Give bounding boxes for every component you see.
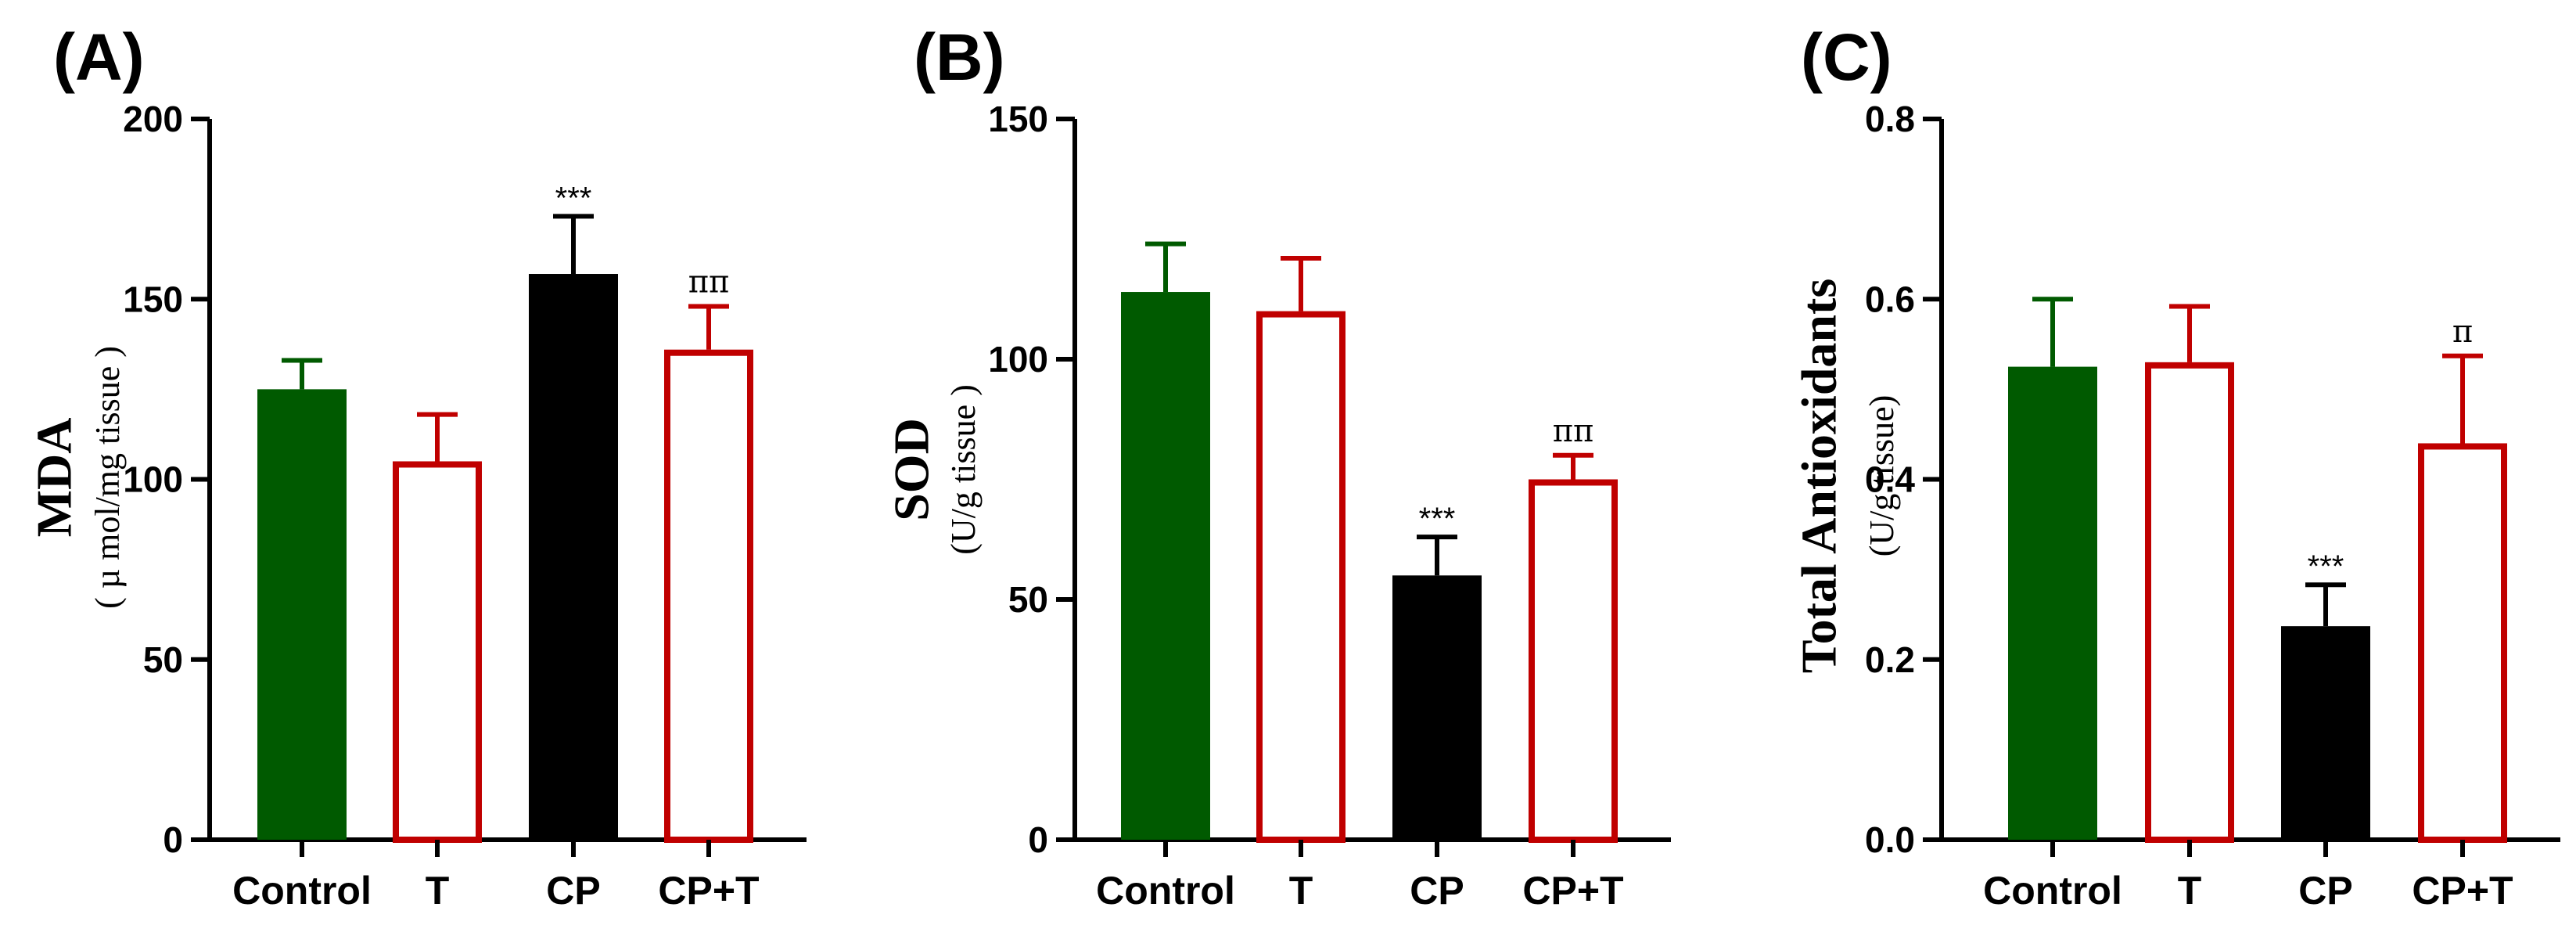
bar (2008, 366, 2097, 840)
y-tick-label: 50 (143, 639, 183, 680)
x-tick-label: CP (546, 869, 600, 913)
x-tick-label: T (2178, 869, 2202, 913)
y-axis-title: Total Antioxidants (1791, 279, 1847, 673)
y-tick-label: 0.0 (1865, 819, 1915, 860)
significance-label: *** (555, 181, 592, 215)
x-tick-label: CP (1410, 869, 1464, 913)
chart-panel-c: (C) 0.0 0.2 0.4 0.6 0.8 Total Antioxidants (U/g… (1791, 20, 2560, 913)
bar (1529, 479, 1618, 843)
y-axis-subtitle: (U/g tissue ) (944, 384, 983, 555)
bar (1392, 575, 1482, 840)
bar (2281, 626, 2370, 840)
y-axis-subtitle: (U/g tissue) (1863, 395, 1901, 557)
x-tick-label: Control (1096, 869, 1235, 913)
y-tick-label: 100 (123, 459, 183, 500)
significance-label: ππ (1553, 413, 1594, 449)
bar (257, 389, 347, 840)
x-tick-label: CP+T (2412, 869, 2513, 913)
y-tick-label: 0.8 (1865, 99, 1915, 139)
bar (2418, 443, 2507, 843)
y-tick-label: 0 (163, 819, 183, 860)
y-tick-label: 50 (1008, 579, 1048, 620)
x-tick-label: Control (232, 869, 372, 913)
significance-label: *** (1419, 502, 1456, 536)
significance-label: *** (2308, 549, 2344, 584)
x-tick-label: T (426, 869, 450, 913)
y-axis-title: MDA (27, 418, 82, 538)
panel-label: (C) (1801, 20, 1892, 94)
y-tick-label: 0.6 (1865, 279, 1915, 319)
bar (393, 461, 482, 843)
y-tick-label: 0.4 (1865, 459, 1915, 500)
y-axis-title: SOD (884, 418, 940, 521)
y-tick-label: 0.2 (1865, 639, 1915, 680)
y-axis-subtitle: ( µ mol/mg tissue ) (88, 346, 127, 609)
x-tick-label: CP+T (658, 869, 759, 913)
bar (1256, 311, 1345, 844)
bar (1121, 292, 1210, 840)
bar (529, 274, 618, 840)
bar (664, 349, 753, 844)
panel-label: (B) (914, 20, 1005, 94)
significance-label: ππ (688, 264, 730, 300)
y-tick-label: 100 (988, 339, 1048, 380)
chart-panel-a: (A) 0 50 100 150 200 MDA( µ mol/mg tissue ) Con… (27, 20, 807, 913)
bar (2145, 362, 2234, 843)
x-tick-label: CP+T (1522, 869, 1623, 913)
y-tick-label: 200 (123, 99, 183, 139)
significance-label: π (2452, 314, 2473, 350)
y-tick-label: 150 (988, 99, 1048, 139)
panel-label: (A) (53, 20, 145, 94)
x-tick-label: T (1289, 869, 1313, 913)
y-tick-label: 0 (1028, 819, 1048, 860)
chart-panel-b: (B) 0 50 100 150 SOD (U/g tissue ) Control T CP **… (884, 20, 1671, 913)
x-tick-label: Control (1983, 869, 2122, 913)
y-tick-label: 150 (123, 279, 183, 319)
x-tick-label: CP (2298, 869, 2352, 913)
